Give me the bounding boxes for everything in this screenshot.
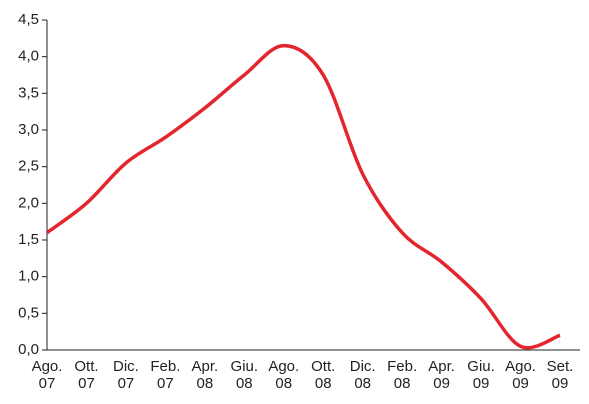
y-tick-label: 3,0 bbox=[18, 121, 39, 138]
y-tick-label: 0,0 bbox=[18, 341, 39, 358]
y-tick-label: 4,5 bbox=[18, 11, 39, 28]
x-tick-label: Apr. 08 bbox=[191, 358, 219, 392]
line-series bbox=[45, 43, 561, 350]
y-tick-label: 4,0 bbox=[18, 48, 39, 65]
x-tick-label: Ago. 07 bbox=[31, 358, 63, 392]
y-tick-label: 2,0 bbox=[18, 194, 39, 211]
x-tick-label: Giu. 08 bbox=[230, 358, 259, 392]
x-tick-label: Set. 09 bbox=[546, 358, 574, 392]
y-tick-label: 1,0 bbox=[18, 268, 39, 285]
x-tick-label: Dic. 07 bbox=[113, 358, 139, 392]
x-tick-label: Dic. 08 bbox=[349, 358, 376, 392]
y-tick-label: 3,5 bbox=[18, 84, 39, 101]
x-tick-label: Ago. 09 bbox=[505, 358, 536, 392]
y-tick-label: 1,5 bbox=[18, 231, 39, 248]
x-tick-label: Ott. 07 bbox=[74, 358, 99, 392]
x-tick-label: Feb. 07 bbox=[150, 358, 181, 392]
x-tick-label: Feb. 08 bbox=[387, 358, 418, 392]
x-tick-label: Giu. 09 bbox=[467, 358, 495, 392]
y-tick-label: 0,5 bbox=[18, 304, 39, 321]
y-tick-label: 2,5 bbox=[18, 158, 39, 175]
x-tick-label: Ago. 08 bbox=[268, 358, 300, 392]
x-tick-label: Apr. 09 bbox=[428, 358, 455, 392]
x-tick-label: Ott. 08 bbox=[311, 358, 336, 392]
